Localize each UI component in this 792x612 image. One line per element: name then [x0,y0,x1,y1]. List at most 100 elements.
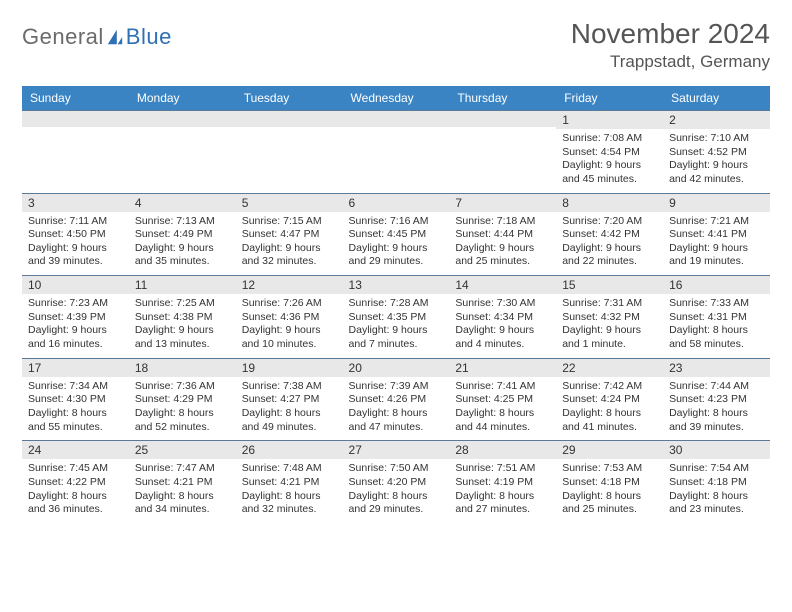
daylight-text-2: and 19 minutes. [669,255,764,269]
day-cell: 18Sunrise: 7:36 AMSunset: 4:29 PMDayligh… [129,358,236,441]
sunset-text: Sunset: 4:31 PM [669,311,764,325]
day-cell: 28Sunrise: 7:51 AMSunset: 4:19 PMDayligh… [449,441,556,523]
daylight-text: Daylight: 8 hours [669,490,764,504]
day-number [343,111,450,127]
daylight-text: Daylight: 8 hours [562,490,657,504]
day-number: 17 [22,359,129,377]
sunset-text: Sunset: 4:24 PM [562,393,657,407]
day-details [129,127,236,189]
sunset-text: Sunset: 4:25 PM [455,393,550,407]
daylight-text-2: and 44 minutes. [455,421,550,435]
daylight-text: Daylight: 8 hours [455,407,550,421]
day-cell: 11Sunrise: 7:25 AMSunset: 4:38 PMDayligh… [129,276,236,359]
day-number [22,111,129,127]
weekday-header: Wednesday [343,86,450,111]
day-number: 3 [22,194,129,212]
daylight-text-2: and 42 minutes. [669,173,764,187]
day-number: 28 [449,441,556,459]
day-cell: 20Sunrise: 7:39 AMSunset: 4:26 PMDayligh… [343,358,450,441]
weekday-header: Monday [129,86,236,111]
sunrise-text: Sunrise: 7:39 AM [349,380,444,394]
daylight-text: Daylight: 8 hours [135,490,230,504]
sunset-text: Sunset: 4:22 PM [28,476,123,490]
sunrise-text: Sunrise: 7:38 AM [242,380,337,394]
sunset-text: Sunset: 4:47 PM [242,228,337,242]
daylight-text-2: and 41 minutes. [562,421,657,435]
week-row: 3Sunrise: 7:11 AMSunset: 4:50 PMDaylight… [22,193,770,276]
day-number [129,111,236,127]
day-cell: 30Sunrise: 7:54 AMSunset: 4:18 PMDayligh… [663,441,770,523]
sunset-text: Sunset: 4:18 PM [669,476,764,490]
daylight-text-2: and 58 minutes. [669,338,764,352]
daylight-text-2: and 29 minutes. [349,503,444,517]
day-details: Sunrise: 7:31 AMSunset: 4:32 PMDaylight:… [556,294,663,358]
day-details: Sunrise: 7:25 AMSunset: 4:38 PMDaylight:… [129,294,236,358]
day-cell: 15Sunrise: 7:31 AMSunset: 4:32 PMDayligh… [556,276,663,359]
day-cell: 19Sunrise: 7:38 AMSunset: 4:27 PMDayligh… [236,358,343,441]
day-cell: 25Sunrise: 7:47 AMSunset: 4:21 PMDayligh… [129,441,236,523]
sunrise-text: Sunrise: 7:31 AM [562,297,657,311]
day-number: 1 [556,111,663,129]
daylight-text: Daylight: 9 hours [455,324,550,338]
day-details: Sunrise: 7:50 AMSunset: 4:20 PMDaylight:… [343,459,450,523]
day-cell: 26Sunrise: 7:48 AMSunset: 4:21 PMDayligh… [236,441,343,523]
day-cell: 2Sunrise: 7:10 AMSunset: 4:52 PMDaylight… [663,111,770,194]
daylight-text-2: and 13 minutes. [135,338,230,352]
sunrise-text: Sunrise: 7:20 AM [562,215,657,229]
day-details: Sunrise: 7:11 AMSunset: 4:50 PMDaylight:… [22,212,129,276]
day-cell: 24Sunrise: 7:45 AMSunset: 4:22 PMDayligh… [22,441,129,523]
daylight-text: Daylight: 8 hours [349,490,444,504]
daylight-text: Daylight: 9 hours [669,159,764,173]
day-number: 24 [22,441,129,459]
location-label: Trappstadt, Germany [571,52,770,72]
logo: General Blue [22,24,172,50]
day-details: Sunrise: 7:36 AMSunset: 4:29 PMDaylight:… [129,377,236,441]
sunrise-text: Sunrise: 7:33 AM [669,297,764,311]
day-details: Sunrise: 7:41 AMSunset: 4:25 PMDaylight:… [449,377,556,441]
daylight-text: Daylight: 9 hours [28,242,123,256]
day-details: Sunrise: 7:48 AMSunset: 4:21 PMDaylight:… [236,459,343,523]
sunset-text: Sunset: 4:21 PM [242,476,337,490]
sunrise-text: Sunrise: 7:42 AM [562,380,657,394]
day-cell: 10Sunrise: 7:23 AMSunset: 4:39 PMDayligh… [22,276,129,359]
day-details: Sunrise: 7:54 AMSunset: 4:18 PMDaylight:… [663,459,770,523]
day-details: Sunrise: 7:13 AMSunset: 4:49 PMDaylight:… [129,212,236,276]
daylight-text-2: and 4 minutes. [455,338,550,352]
day-cell [22,111,129,194]
day-details: Sunrise: 7:34 AMSunset: 4:30 PMDaylight:… [22,377,129,441]
sunrise-text: Sunrise: 7:13 AM [135,215,230,229]
day-cell [129,111,236,194]
sunrise-text: Sunrise: 7:16 AM [349,215,444,229]
weekday-header: Saturday [663,86,770,111]
day-details: Sunrise: 7:30 AMSunset: 4:34 PMDaylight:… [449,294,556,358]
day-cell: 5Sunrise: 7:15 AMSunset: 4:47 PMDaylight… [236,193,343,276]
day-number [449,111,556,127]
daylight-text: Daylight: 8 hours [455,490,550,504]
day-number: 14 [449,276,556,294]
sunrise-text: Sunrise: 7:30 AM [455,297,550,311]
day-cell: 7Sunrise: 7:18 AMSunset: 4:44 PMDaylight… [449,193,556,276]
day-cell: 29Sunrise: 7:53 AMSunset: 4:18 PMDayligh… [556,441,663,523]
day-cell: 9Sunrise: 7:21 AMSunset: 4:41 PMDaylight… [663,193,770,276]
day-cell: 1Sunrise: 7:08 AMSunset: 4:54 PMDaylight… [556,111,663,194]
day-details: Sunrise: 7:16 AMSunset: 4:45 PMDaylight:… [343,212,450,276]
daylight-text-2: and 47 minutes. [349,421,444,435]
day-number: 20 [343,359,450,377]
daylight-text-2: and 25 minutes. [562,503,657,517]
day-number [236,111,343,127]
sunrise-text: Sunrise: 7:34 AM [28,380,123,394]
day-number: 7 [449,194,556,212]
weekday-header: Friday [556,86,663,111]
daylight-text: Daylight: 9 hours [562,159,657,173]
logo-sail-icon [106,28,124,46]
sunset-text: Sunset: 4:35 PM [349,311,444,325]
day-number: 25 [129,441,236,459]
sunrise-text: Sunrise: 7:51 AM [455,462,550,476]
daylight-text: Daylight: 8 hours [242,407,337,421]
day-details [22,127,129,189]
daylight-text: Daylight: 9 hours [242,242,337,256]
daylight-text-2: and 55 minutes. [28,421,123,435]
day-number: 15 [556,276,663,294]
day-number: 21 [449,359,556,377]
day-details: Sunrise: 7:21 AMSunset: 4:41 PMDaylight:… [663,212,770,276]
